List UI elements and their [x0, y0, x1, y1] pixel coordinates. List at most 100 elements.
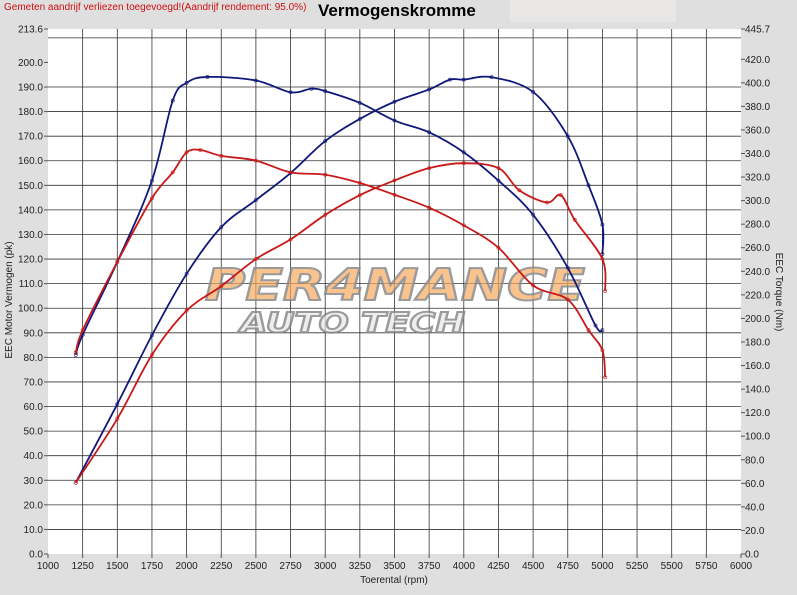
data-point: [253, 158, 258, 163]
x-tick-label: 4750: [557, 561, 580, 572]
data-point: [198, 148, 203, 152]
data-point: [531, 90, 536, 94]
axes: 1000 1250 1500 1750 2000 2250 2500 2750 3000 3250…: [18, 25, 770, 573]
data-point: [565, 297, 570, 302]
data-point: [600, 257, 605, 261]
y2-tick-label: 200.0: [745, 314, 770, 325]
y2-tick-label: 260.0: [745, 243, 770, 254]
data-point: [603, 289, 608, 293]
x-tick-label: 6000: [730, 561, 753, 572]
red-power-curve: [74, 162, 607, 484]
data-point: [448, 77, 452, 82]
y2-tick-label: 300.0: [745, 196, 770, 207]
blue-power-curve: [74, 75, 605, 484]
series: [73, 75, 608, 485]
data-point: [184, 271, 189, 276]
y2-tick-label: 400.0: [745, 78, 770, 89]
y2-tick-label: 60.0: [745, 479, 765, 490]
y-tick-label: 0.0: [29, 550, 43, 561]
data-point: [205, 75, 210, 79]
data-point: [586, 183, 591, 188]
data-point: [219, 284, 224, 288]
y-tick-label: 213.6: [18, 25, 43, 36]
data-point: [253, 78, 258, 83]
x-tick-label: 5250: [626, 561, 649, 572]
y2-tick-label: 280.0: [745, 220, 770, 231]
y-axis-label: EEC Motor Vermogen (pk): [4, 241, 15, 358]
y2-tick-label: 360.0: [745, 125, 770, 136]
y2-tick-label: 140.0: [745, 385, 770, 396]
data-point: [323, 139, 328, 143]
y-tick-label: 70.0: [24, 377, 44, 388]
data-point: [184, 150, 189, 155]
data-point: [496, 245, 501, 250]
y-tick-label: 50.0: [24, 427, 44, 438]
y-tick-label: 10.0: [24, 525, 44, 536]
data-point: [558, 193, 563, 198]
data-point: [323, 89, 328, 93]
data-point: [73, 480, 78, 485]
x-tick-label: 4500: [522, 561, 545, 572]
data-point: [531, 283, 536, 288]
data-point: [253, 198, 258, 202]
data-point: [219, 153, 224, 158]
red-torque-curve: [74, 148, 607, 378]
data-point: [357, 117, 362, 121]
y2-tick-label: 20.0: [745, 526, 765, 537]
x-tick-label: 5750: [695, 561, 718, 572]
data-point: [427, 87, 432, 92]
blank-panel: [510, 0, 676, 22]
y-tick-label: 20.0: [24, 500, 44, 511]
grid: [48, 29, 741, 554]
data-point: [603, 375, 608, 380]
y-tick-label: 130.0: [18, 230, 43, 241]
data-point: [288, 237, 293, 242]
data-point: [427, 205, 432, 210]
logo-text-1: PER4MANCE: [205, 260, 585, 311]
y-tick-label: 200.0: [18, 58, 43, 69]
x-tick-label: 2500: [245, 561, 268, 572]
x-tick-label: 4250: [487, 561, 510, 572]
y2-tick-label: 220.0: [745, 290, 770, 301]
data-point: [357, 181, 362, 185]
y-tick-label: 170.0: [18, 132, 43, 143]
x-tick-label: 4000: [453, 561, 476, 572]
y-tick-label: 120.0: [18, 255, 43, 266]
data-point: [427, 166, 432, 171]
x-tick-label: 3250: [349, 561, 372, 572]
x-tick-label: 5500: [661, 561, 684, 572]
data-point: [73, 350, 78, 355]
data-point: [150, 196, 154, 201]
data-point: [150, 178, 154, 183]
x-tick-label: 2750: [279, 561, 302, 572]
y-tick-label: 90.0: [24, 328, 44, 339]
x-tick-label: 5000: [591, 561, 614, 572]
data-point: [461, 77, 466, 82]
data-point: [392, 178, 397, 183]
data-point: [288, 170, 293, 175]
y-tick-label: 80.0: [24, 353, 44, 364]
data-point: [219, 225, 224, 230]
y2-tick-label: 120.0: [745, 408, 770, 419]
y-tick-label: 30.0: [24, 476, 44, 487]
y-tick-label: 110.0: [19, 279, 44, 290]
data-point: [496, 166, 501, 171]
x-tick-label: 1250: [72, 561, 95, 572]
logo-text-2: AUTO TECH: [237, 306, 465, 339]
data-point: [593, 323, 598, 328]
data-point: [489, 75, 494, 80]
data-point: [357, 193, 362, 198]
data-point: [600, 222, 605, 227]
x-tick-label: 1000: [37, 561, 60, 572]
x-tick-label: 3500: [383, 561, 406, 572]
y2-tick-label: 320.0: [745, 173, 770, 184]
data-point: [253, 257, 258, 261]
x-tick-label: 3750: [418, 561, 441, 572]
y2-axis-label: EEC Torque (Nm): [773, 253, 784, 332]
drive-loss-note: Gemeten aandrijf verliezen toegevoegd!(A…: [4, 2, 307, 13]
data-point: [80, 328, 85, 333]
y2-tick-label: 380.0: [745, 102, 770, 113]
data-point: [461, 223, 466, 228]
data-point: [572, 217, 577, 222]
data-point: [309, 86, 314, 91]
